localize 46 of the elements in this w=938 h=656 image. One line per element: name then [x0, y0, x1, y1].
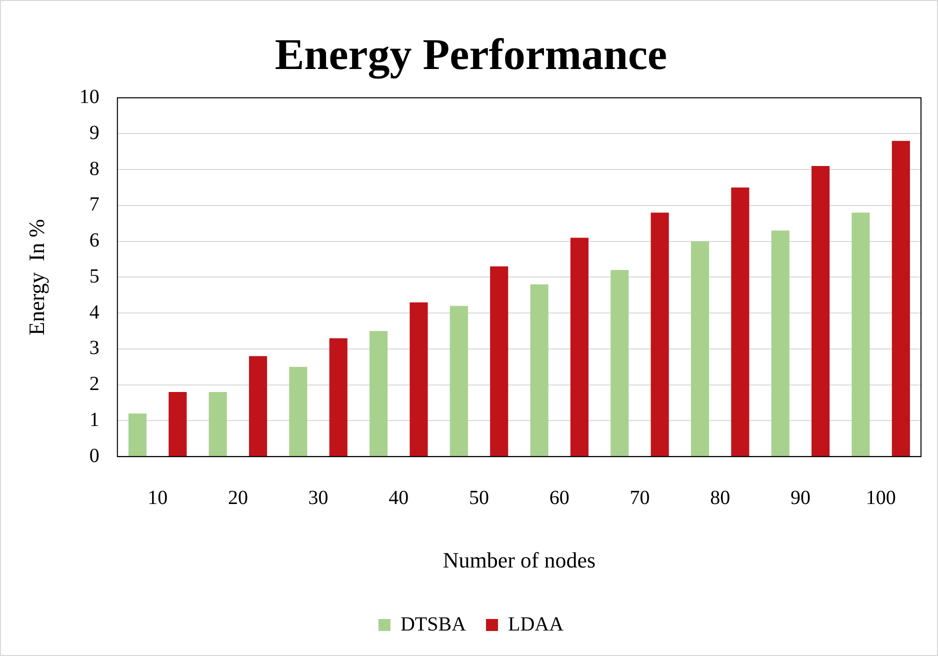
y-tick-label: 4	[89, 301, 100, 324]
y-tick-label: 5	[89, 265, 100, 288]
bar	[370, 331, 388, 456]
x-tick-label: 20	[228, 486, 248, 509]
bar	[128, 414, 147, 456]
y-tick-label: 6	[89, 230, 100, 252]
bar	[248, 356, 268, 456]
x-tick-label: 60	[549, 486, 570, 509]
bar	[410, 302, 428, 456]
y-tick-label: 1	[89, 408, 100, 431]
bar	[168, 392, 187, 456]
bar	[208, 392, 227, 456]
y-tick-label: 8	[89, 158, 100, 180]
bar	[450, 306, 468, 456]
legend-label: DTSBA	[400, 613, 467, 636]
x-tick-label: 100	[866, 486, 896, 509]
bar	[771, 230, 790, 456]
bar	[490, 266, 508, 456]
bar	[289, 366, 308, 456]
bar	[650, 212, 669, 456]
bar	[610, 270, 629, 456]
x-tick-label: 50	[469, 486, 490, 509]
y-tick-label: 2	[89, 373, 100, 396]
x-tick-label: 90	[790, 486, 810, 509]
y-tick-label: 9	[89, 122, 100, 144]
bar	[731, 188, 750, 456]
bar	[852, 212, 870, 456]
y-tick-label: 0	[89, 444, 100, 467]
y-axis-title: Energy In %	[24, 219, 49, 336]
x-tick-label: 30	[308, 486, 328, 509]
bar	[892, 140, 910, 456]
bar	[690, 241, 710, 456]
bar	[329, 338, 348, 456]
x-tick-label: 10	[148, 486, 168, 509]
legend-label: LDAA	[508, 613, 564, 636]
chart-title: Energy Performance	[274, 30, 668, 79]
y-tick-label: 3	[89, 337, 100, 360]
y-tick-label: 10	[79, 86, 100, 108]
bar	[530, 284, 548, 456]
bar	[812, 166, 830, 456]
bar	[570, 238, 589, 456]
x-axis-title: Number of nodes	[442, 548, 596, 573]
x-tick-label: 70	[630, 486, 650, 509]
y-tick-label: 7	[89, 194, 100, 216]
x-tick-label: 80	[710, 486, 730, 509]
x-tick-label: 40	[388, 486, 409, 509]
